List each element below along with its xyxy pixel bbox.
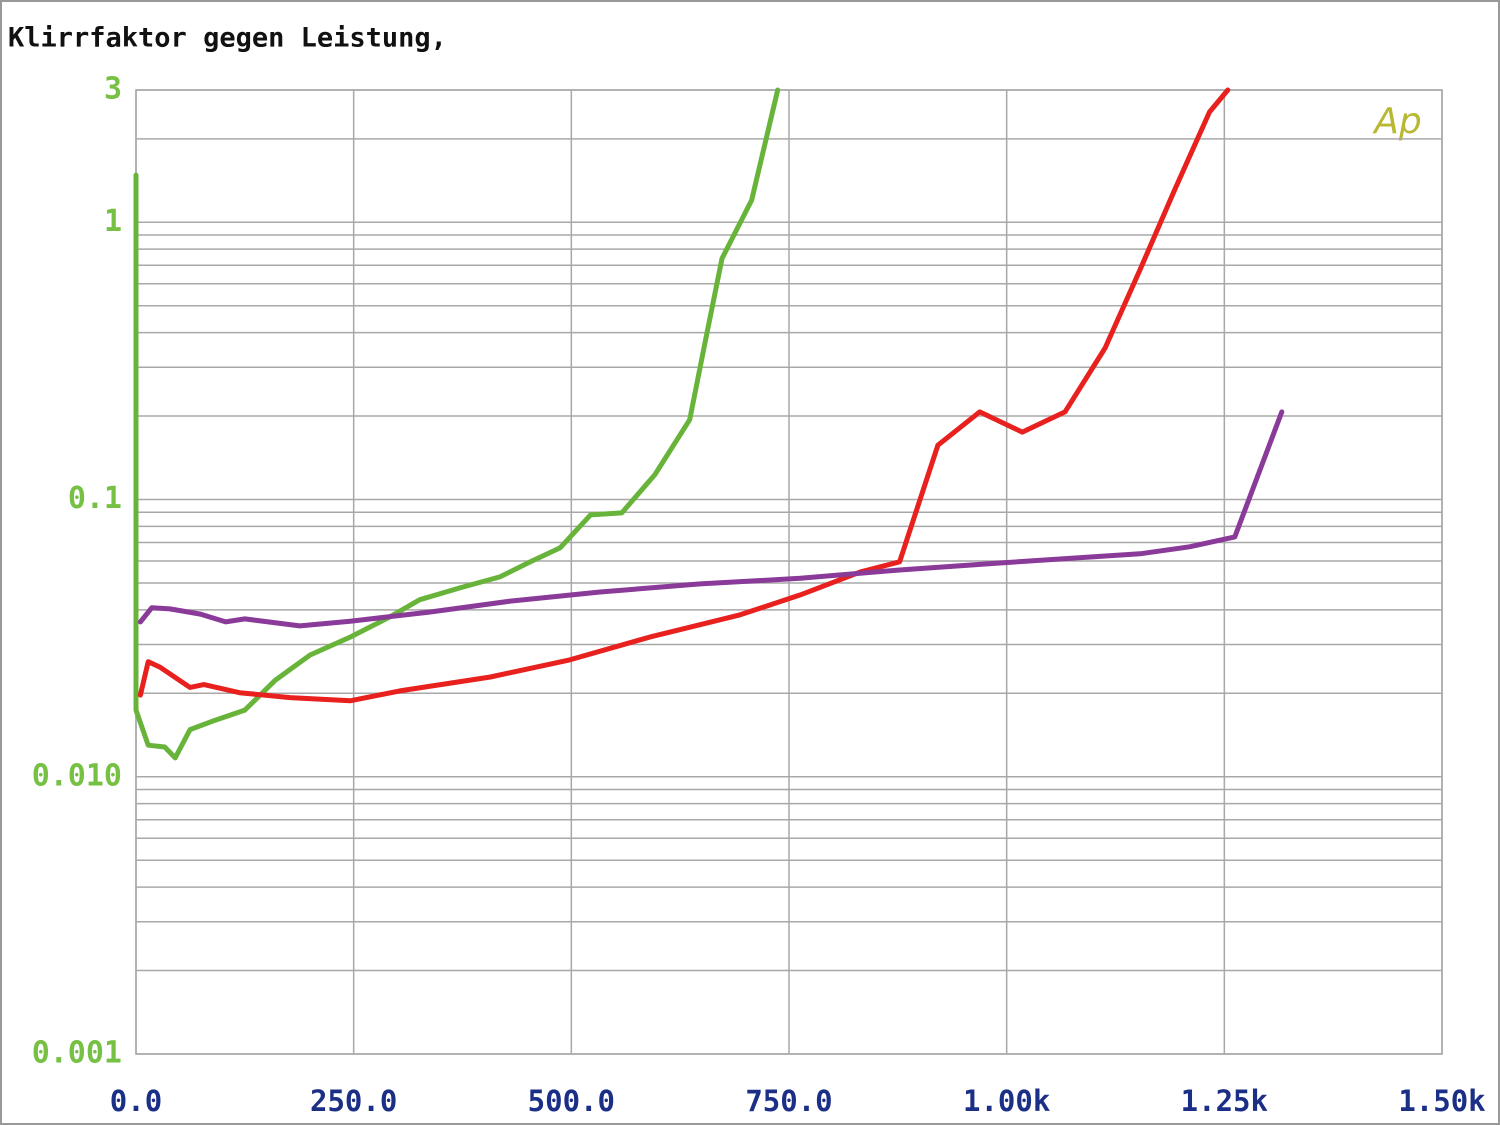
x-tick-label: 1.25k xyxy=(1181,1084,1268,1118)
y-tick-label: 0.010 xyxy=(32,758,122,793)
series-line xyxy=(133,87,781,761)
series-line xyxy=(137,409,1285,629)
y-tick-label: 0.1 xyxy=(68,481,122,516)
x-tick-label: 500.0 xyxy=(528,1084,615,1118)
x-tick-label: 1.00k xyxy=(963,1084,1050,1118)
x-tick-label: 250.0 xyxy=(310,1084,397,1118)
chart-title: Klirrfaktor gegen Leistung, xyxy=(8,23,447,54)
x-tick-label: 750.0 xyxy=(745,1084,832,1118)
x-tick-label: 1.50k xyxy=(1398,1084,1485,1118)
y-tick-label: 3 xyxy=(104,72,122,107)
series-line xyxy=(137,87,1231,704)
y-tick-label: 1 xyxy=(104,204,122,239)
y-tick-label: 0.001 xyxy=(32,1036,122,1071)
watermark: Ap xyxy=(1372,101,1421,142)
x-tick-label: 0.0 xyxy=(110,1084,162,1118)
